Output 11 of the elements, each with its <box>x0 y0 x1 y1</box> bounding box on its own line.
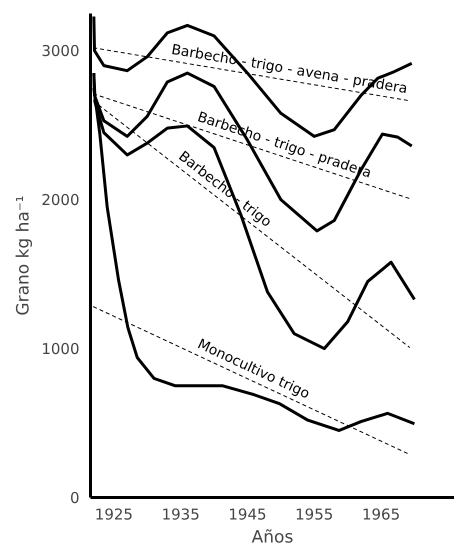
x-axis-title: Años <box>252 528 294 548</box>
y-tick-label: 0 <box>70 489 80 507</box>
x-tick-label: 1945 <box>228 506 267 524</box>
x-tick-label: 1935 <box>162 506 200 524</box>
y-tick-label: 1000 <box>41 340 80 358</box>
x-tick-label: 1925 <box>94 506 133 524</box>
y-tick-label: 3000 <box>41 42 80 60</box>
y-tick-label: 2000 <box>41 191 80 210</box>
y-axis-title: Grano kg ha⁻¹ <box>13 195 34 316</box>
x-tick-label: 1965 <box>362 506 400 524</box>
x-tick-label: 1955 <box>295 506 334 524</box>
